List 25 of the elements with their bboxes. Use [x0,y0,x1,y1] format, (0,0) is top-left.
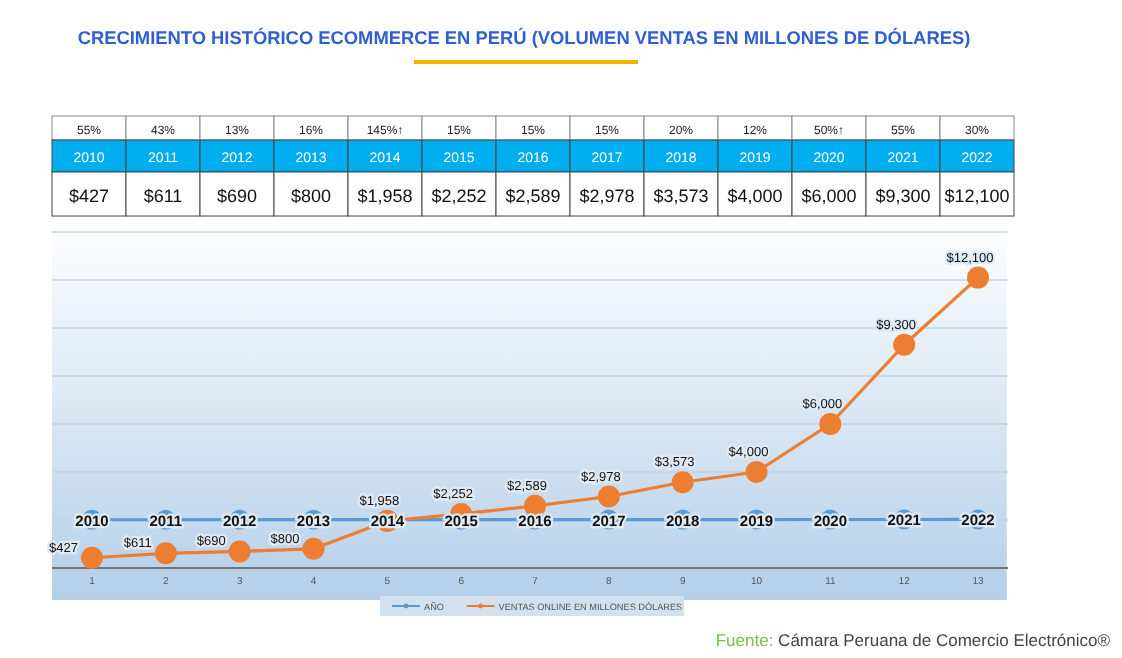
data-label: $1,958 [357,186,413,206]
point [745,461,768,483]
data-label: $800 [290,186,332,206]
point [81,546,103,569]
data-label: $2,589 [505,186,561,206]
data-label: $690 [216,186,258,206]
data-label: $2,978 [579,186,635,206]
point [893,333,916,356]
chart-title: CRECIMIENTO HISTÓRICO ECOMMERCE EN PERÚ (VOLUMEN VENTAS EN MILLONES DE DÓLARES) [77,26,971,48]
data-label: $427 [68,186,110,206]
point [671,471,694,494]
point [597,485,620,508]
data-label: $2,252 [431,186,487,206]
point [967,266,989,289]
data-label: $611 [143,186,183,206]
point [819,413,842,435]
data-label: $4,000 [727,186,783,206]
data-label: $9,300 [875,186,931,206]
data-label: $3,573 [653,186,709,206]
data-label: $12,100 [944,186,1010,206]
source-note: Fuente: Cámara Peruana de Comercio Electrónico® [715,630,1112,650]
data-label: $6,000 [801,186,857,206]
point [228,540,251,563]
point [302,537,325,560]
point [154,542,177,565]
